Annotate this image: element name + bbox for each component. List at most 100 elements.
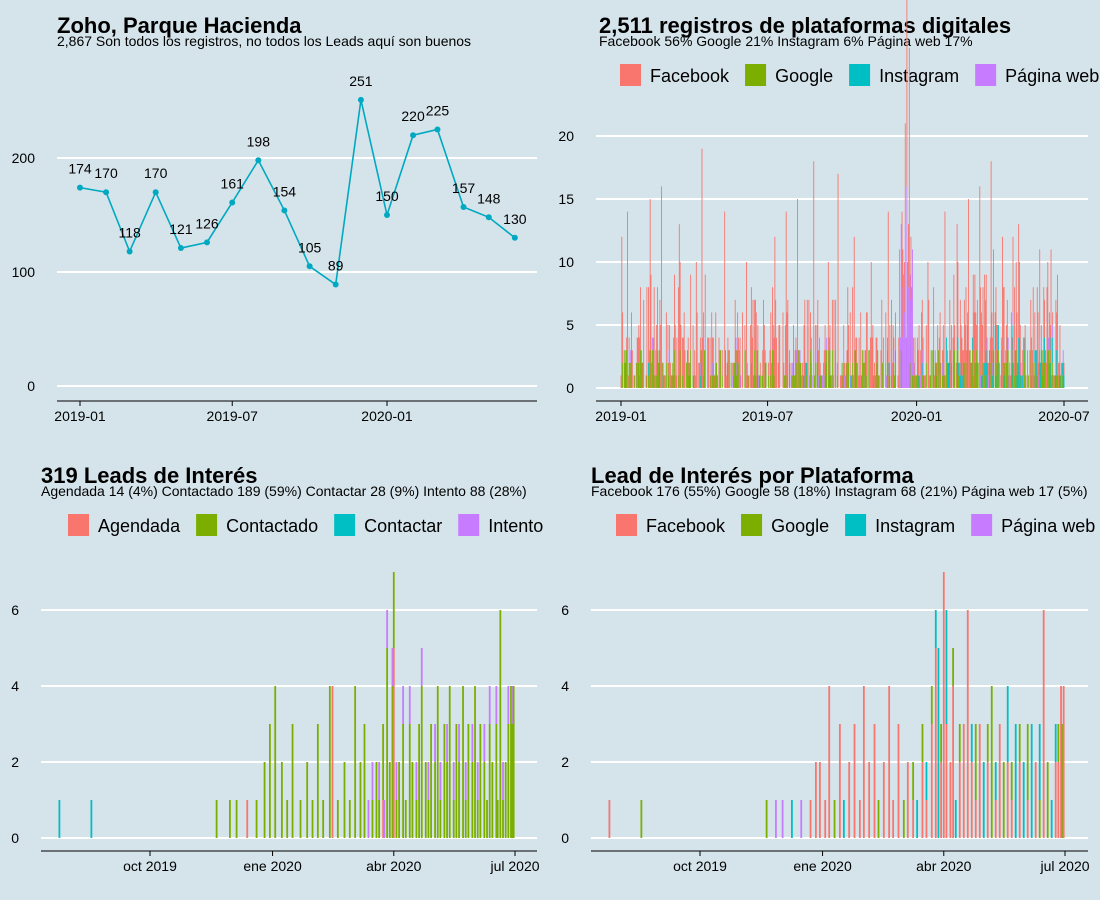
bar <box>476 800 479 838</box>
monthly-records-chart: Zoho, Parque Hacienda 2,867 Son todos lo… <box>12 13 537 424</box>
bar <box>881 299 883 376</box>
bar <box>649 199 651 388</box>
bar <box>981 325 983 376</box>
bar <box>483 762 486 838</box>
bar <box>386 648 389 838</box>
bar <box>703 350 705 388</box>
bar <box>858 800 861 838</box>
chart-subtitle: 2,867 Son todos los registros, no todos … <box>57 33 471 49</box>
y-tick-label: 10 <box>558 254 574 270</box>
bar <box>436 686 439 838</box>
bar <box>786 312 788 376</box>
bar <box>942 350 944 388</box>
bar <box>671 375 673 388</box>
bar <box>845 362 847 388</box>
bar <box>966 610 969 838</box>
bar <box>904 312 905 388</box>
bar <box>1061 362 1063 376</box>
bar <box>1024 362 1026 388</box>
bar <box>925 362 927 388</box>
bar <box>962 724 965 838</box>
bar <box>1063 375 1065 388</box>
bar <box>787 299 789 388</box>
bar <box>929 375 931 388</box>
bar <box>948 362 950 388</box>
bar <box>756 350 758 376</box>
bar <box>936 362 938 376</box>
bar <box>1031 337 1033 376</box>
bar <box>798 350 800 388</box>
x-tick-label: oct 2019 <box>123 858 177 874</box>
bar <box>846 350 848 388</box>
bar <box>818 762 821 838</box>
bar <box>734 299 736 363</box>
bar <box>495 686 498 724</box>
bar <box>962 375 964 388</box>
bar <box>90 800 93 838</box>
bar <box>1050 249 1052 338</box>
bar-layer <box>58 572 515 838</box>
bar <box>806 362 808 388</box>
bar <box>833 299 835 388</box>
bar <box>888 686 891 838</box>
bar <box>797 199 799 388</box>
bar <box>1054 724 1057 762</box>
bar <box>843 325 845 351</box>
bar <box>476 762 479 800</box>
bar <box>1044 299 1046 338</box>
bar <box>1006 337 1008 351</box>
bar <box>912 337 914 363</box>
bar <box>828 686 831 838</box>
bar <box>810 362 812 388</box>
bar <box>762 375 764 388</box>
bar <box>750 325 752 388</box>
bar <box>912 375 914 388</box>
data-point <box>204 239 211 246</box>
bar <box>1033 375 1035 388</box>
bar <box>652 350 654 388</box>
bar <box>874 362 875 388</box>
bar <box>880 350 882 388</box>
data-point <box>485 214 492 221</box>
bar <box>873 375 875 388</box>
bar <box>1057 362 1059 388</box>
chart-title: Zoho, Parque Hacienda <box>57 13 302 38</box>
bar <box>916 800 919 838</box>
bar <box>771 287 773 351</box>
bar <box>918 375 920 388</box>
bar <box>949 762 952 838</box>
bar <box>701 148 703 388</box>
bar <box>1056 312 1058 351</box>
bar <box>959 375 961 388</box>
bar <box>689 362 691 376</box>
bar <box>488 686 491 724</box>
bar <box>715 362 717 388</box>
bar <box>343 762 346 838</box>
bar <box>958 724 961 762</box>
bar <box>622 362 624 388</box>
bar <box>804 299 806 388</box>
bar <box>902 249 904 338</box>
bar <box>895 312 896 338</box>
x-tick-label: oct 2019 <box>673 858 727 874</box>
bar <box>1018 724 1021 762</box>
bar <box>882 337 884 388</box>
bar <box>1012 236 1014 313</box>
bar <box>699 375 701 388</box>
bar <box>398 762 401 838</box>
bar <box>830 375 832 388</box>
bar <box>434 762 436 838</box>
bar <box>982 762 985 838</box>
bar <box>765 362 767 388</box>
bar <box>993 375 994 388</box>
bar <box>808 299 810 376</box>
bar <box>1027 350 1029 388</box>
bar <box>940 362 942 388</box>
bar <box>809 800 812 838</box>
bar <box>1016 375 1018 388</box>
bar <box>1043 350 1045 388</box>
bar <box>990 161 992 388</box>
bar <box>934 648 937 838</box>
bar <box>263 762 266 838</box>
bar <box>761 375 763 388</box>
